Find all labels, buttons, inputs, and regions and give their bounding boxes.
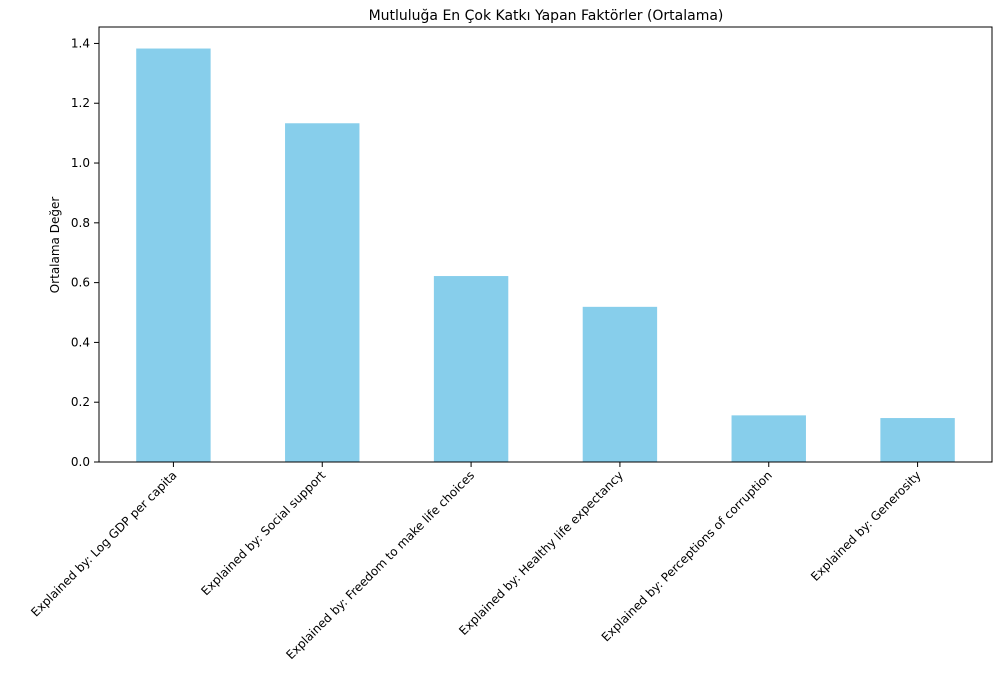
y-tick-label: 0.4 bbox=[71, 335, 90, 349]
y-tick-label: 1.0 bbox=[71, 156, 90, 170]
x-tick-label: Explained by: Freedom to make life choic… bbox=[283, 468, 477, 662]
x-tick-label: Explained by: Generosity bbox=[808, 468, 924, 584]
plot-frame bbox=[98, 26, 993, 463]
y-tick-label: 0.2 bbox=[71, 395, 90, 409]
x-tick-label: Explained by: Social support bbox=[198, 468, 328, 598]
y-tick-label: 0.8 bbox=[71, 216, 90, 230]
x-tick-label: Explained by: Log GDP per capita bbox=[28, 468, 179, 619]
x-tick-label: Explained by: Perceptions of corruption bbox=[599, 468, 775, 644]
y-tick-label: 0.0 bbox=[71, 455, 90, 469]
bar bbox=[136, 48, 211, 463]
axes-layer bbox=[98, 26, 993, 463]
y-tick-label: 0.6 bbox=[71, 276, 90, 290]
x-tick-label: Explained by: Healthy life expectancy bbox=[456, 468, 626, 638]
y-tick-label: 1.2 bbox=[71, 96, 90, 110]
y-axis-label: Ortalama Değer bbox=[48, 197, 62, 294]
bar bbox=[285, 123, 360, 463]
bars-layer bbox=[136, 48, 955, 463]
chart-title: Mutluluğa En Çok Katkı Yapan Faktörler (… bbox=[369, 8, 724, 24]
bar bbox=[433, 276, 509, 462]
bar bbox=[582, 306, 658, 462]
bar bbox=[731, 415, 806, 462]
bar bbox=[880, 418, 955, 462]
y-tick-label: 1.4 bbox=[71, 36, 90, 50]
